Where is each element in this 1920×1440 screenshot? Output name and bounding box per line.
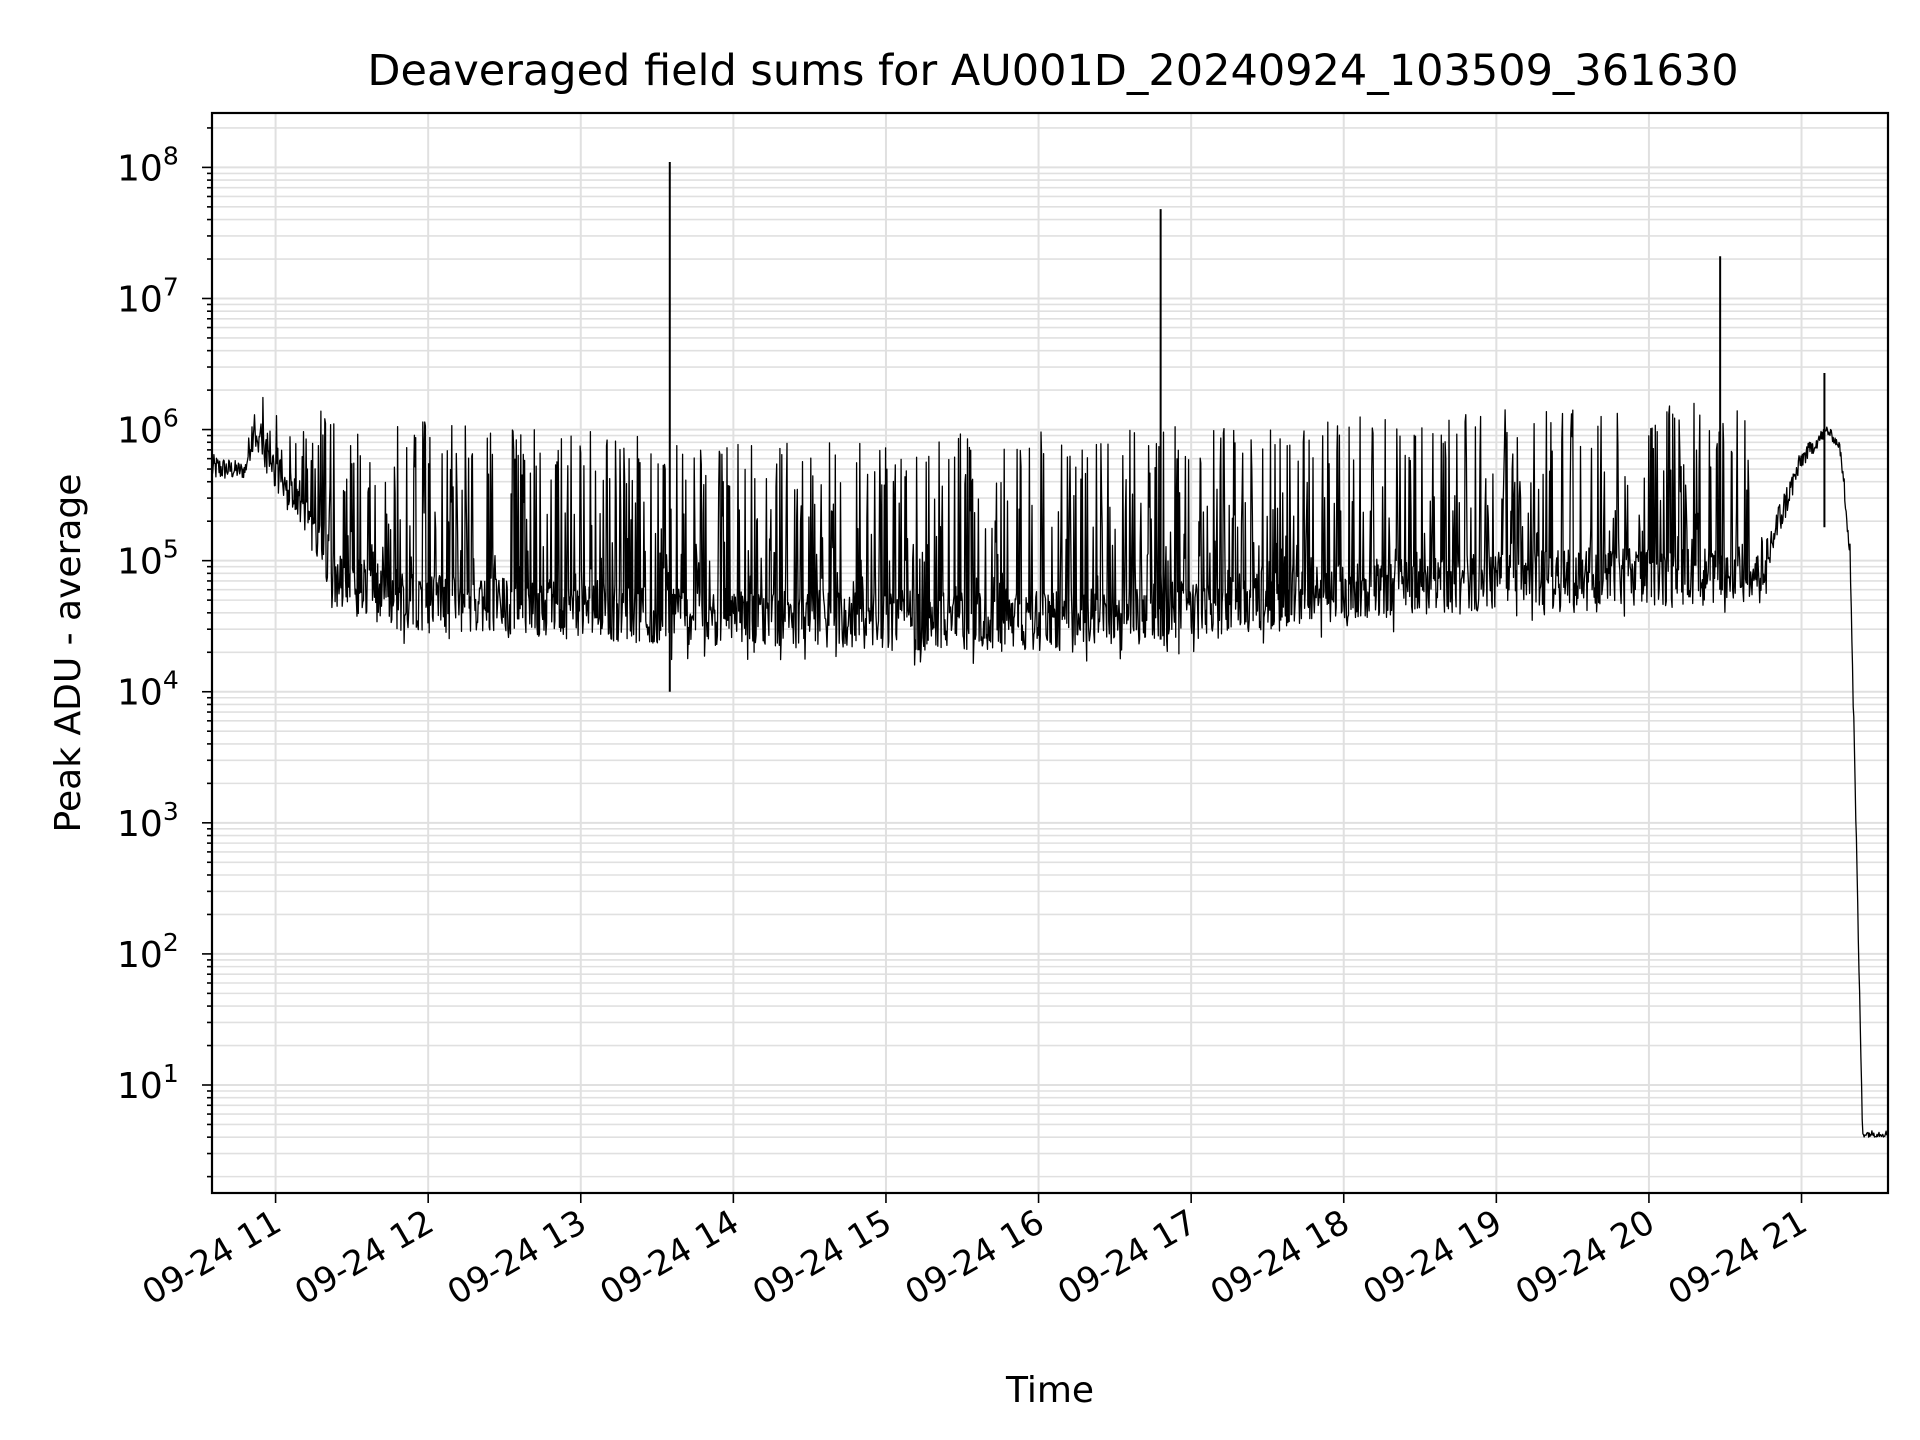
series-line xyxy=(212,396,1888,1138)
grid xyxy=(212,113,1888,1193)
y-tick-label: 106 xyxy=(117,404,179,452)
y-tick-label: 103 xyxy=(117,797,179,845)
y-tick-label: 108 xyxy=(117,141,179,189)
y-tick-label: 102 xyxy=(117,928,179,976)
x-axis-label: Time xyxy=(1005,1370,1094,1411)
series-layer xyxy=(212,161,1888,1138)
y-tick-label: 107 xyxy=(117,272,179,320)
y-tick-label: 104 xyxy=(117,666,179,714)
y-tick-label: 105 xyxy=(117,535,179,583)
chart-title: Deaveraged field sums for AU001D_2024092… xyxy=(367,46,1738,96)
y-tick-label: 101 xyxy=(117,1059,179,1107)
y-axis-label: Peak ADU - average xyxy=(48,474,89,833)
